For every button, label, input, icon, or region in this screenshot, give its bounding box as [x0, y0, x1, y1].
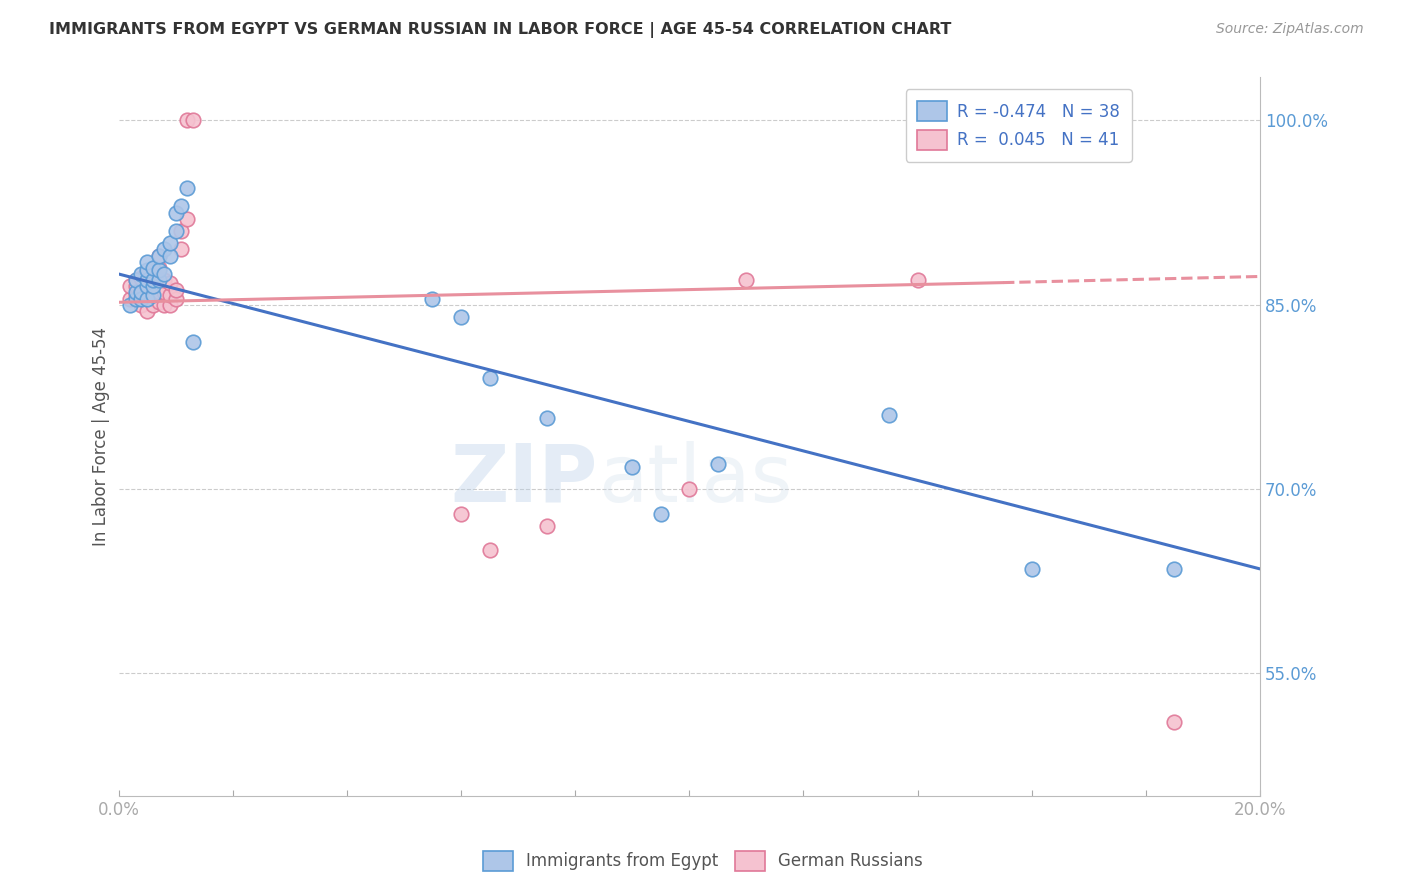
Point — [877, 409, 900, 423]
Point — [735, 273, 758, 287]
Point — [131, 298, 153, 312]
Point — [131, 267, 153, 281]
Point — [136, 267, 159, 281]
Point — [136, 292, 159, 306]
Point — [153, 285, 176, 300]
Point — [478, 371, 501, 385]
Point — [165, 224, 187, 238]
Point — [536, 519, 558, 533]
Point — [159, 288, 181, 302]
Point — [181, 334, 204, 349]
Point — [478, 543, 501, 558]
Point — [678, 482, 700, 496]
Point — [907, 273, 929, 287]
Point — [142, 288, 165, 302]
Point — [450, 310, 472, 324]
Point — [142, 273, 165, 287]
Point — [422, 292, 444, 306]
Point — [176, 181, 198, 195]
Point — [142, 279, 165, 293]
Point — [153, 273, 176, 287]
Point — [148, 263, 170, 277]
Point — [621, 459, 644, 474]
Point — [1021, 562, 1043, 576]
Text: ZIP: ZIP — [451, 441, 598, 519]
Point — [131, 292, 153, 306]
Point — [165, 205, 187, 219]
Point — [450, 507, 472, 521]
Point — [136, 263, 159, 277]
Point — [1163, 715, 1185, 730]
Point — [148, 285, 170, 300]
Point — [176, 113, 198, 128]
Point — [148, 273, 170, 287]
Point — [125, 279, 148, 293]
Point — [170, 199, 193, 213]
Text: Source: ZipAtlas.com: Source: ZipAtlas.com — [1216, 22, 1364, 37]
Point — [136, 254, 159, 268]
Legend: Immigrants from Egypt, German Russians: Immigrants from Egypt, German Russians — [474, 842, 932, 880]
Point — [142, 298, 165, 312]
Point — [1163, 562, 1185, 576]
Point — [142, 279, 165, 293]
Point — [707, 458, 730, 472]
Point — [142, 267, 165, 281]
Point — [170, 243, 193, 257]
Point — [170, 224, 193, 238]
Legend: R = -0.474   N = 38, R =  0.045   N = 41: R = -0.474 N = 38, R = 0.045 N = 41 — [905, 89, 1132, 161]
Point — [131, 285, 153, 300]
Point — [148, 260, 170, 275]
Point — [120, 279, 142, 293]
Point — [148, 295, 170, 310]
Point — [125, 285, 148, 300]
Point — [159, 298, 181, 312]
Point — [153, 298, 176, 312]
Point — [165, 292, 187, 306]
Point — [131, 283, 153, 297]
Point — [159, 236, 181, 251]
Point — [136, 273, 159, 287]
Text: IMMIGRANTS FROM EGYPT VS GERMAN RUSSIAN IN LABOR FORCE | AGE 45-54 CORRELATION C: IMMIGRANTS FROM EGYPT VS GERMAN RUSSIAN … — [49, 22, 952, 38]
Point — [142, 288, 165, 302]
Point — [148, 249, 170, 263]
Y-axis label: In Labor Force | Age 45-54: In Labor Force | Age 45-54 — [93, 327, 110, 546]
Point — [136, 304, 159, 318]
Point — [136, 279, 159, 293]
Point — [136, 279, 159, 293]
Point — [159, 276, 181, 290]
Point — [153, 267, 176, 281]
Point — [131, 270, 153, 285]
Point — [125, 292, 148, 306]
Text: atlas: atlas — [598, 441, 793, 519]
Point — [125, 273, 148, 287]
Point — [181, 113, 204, 128]
Point — [153, 243, 176, 257]
Point — [136, 288, 159, 302]
Point — [125, 273, 148, 287]
Point — [159, 249, 181, 263]
Point — [165, 283, 187, 297]
Point — [148, 249, 170, 263]
Point — [120, 292, 142, 306]
Point — [650, 507, 672, 521]
Point — [536, 410, 558, 425]
Point — [125, 288, 148, 302]
Point — [120, 298, 142, 312]
Point — [142, 260, 165, 275]
Point — [148, 273, 170, 287]
Point — [176, 211, 198, 226]
